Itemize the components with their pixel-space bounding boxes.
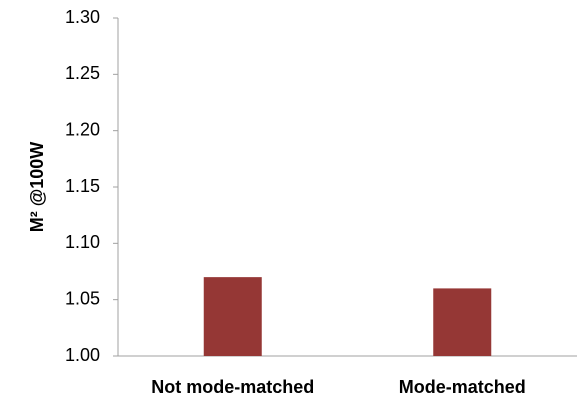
y-tick-label: 1.05 xyxy=(65,288,100,308)
y-tick-label: 1.20 xyxy=(65,119,100,139)
bar xyxy=(203,277,262,356)
y-tick-label: 1.00 xyxy=(65,345,100,365)
y-tick-label: 1.15 xyxy=(65,176,100,196)
x-tick-label: Mode-matched xyxy=(399,377,526,397)
y-tick-label: 1.25 xyxy=(65,63,100,83)
y-tick-label: 1.10 xyxy=(65,232,100,252)
y-tick-label: 1.30 xyxy=(65,7,100,27)
x-tick-label: Not mode-matched xyxy=(151,377,314,397)
bar xyxy=(433,288,492,356)
y-axis-title: M² @100W xyxy=(27,142,47,233)
